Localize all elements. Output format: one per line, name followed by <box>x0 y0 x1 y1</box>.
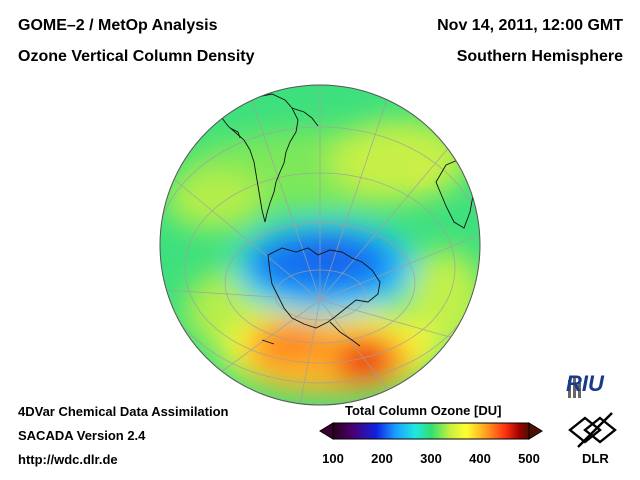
dlr-logo: DLR <box>582 451 609 466</box>
riu-logo: RIU <box>566 371 604 396</box>
ozone-field <box>160 85 480 405</box>
colorbar-tick-500: 500 <box>518 451 540 466</box>
footer-line-1: 4DVar Chemical Data Assimilation <box>18 404 229 419</box>
colorbar-tick-200: 200 <box>371 451 393 466</box>
title-line-1: GOME–2 / MetOp Analysis <box>18 17 218 34</box>
date-label: Nov 14, 2011, 12:00 GMT <box>437 17 623 34</box>
riu-logo-mark <box>568 376 581 398</box>
colorbar-tick-300: 300 <box>420 451 442 466</box>
region-label: Southern Hemisphere <box>456 48 623 65</box>
footer-url: http://wdc.dlr.de <box>18 452 118 467</box>
title-line-2: Ozone Vertical Column Density <box>18 48 255 65</box>
graticule <box>160 85 480 405</box>
dlr-logo-mark <box>568 412 617 448</box>
colorbar-gradient <box>332 422 530 440</box>
colorbar-tick-100: 100 <box>322 451 344 466</box>
colorbar-high-arrow <box>528 422 543 440</box>
colorbar <box>319 422 543 440</box>
globe-outline <box>159 84 481 406</box>
colorbar-tick-400: 400 <box>469 451 491 466</box>
footer-line-2: SACADA Version 2.4 <box>18 428 146 443</box>
colorbar-title: Total Column Ozone [DU] <box>345 403 502 418</box>
colorbar-low-arrow <box>319 422 334 440</box>
coastlines <box>221 93 475 347</box>
